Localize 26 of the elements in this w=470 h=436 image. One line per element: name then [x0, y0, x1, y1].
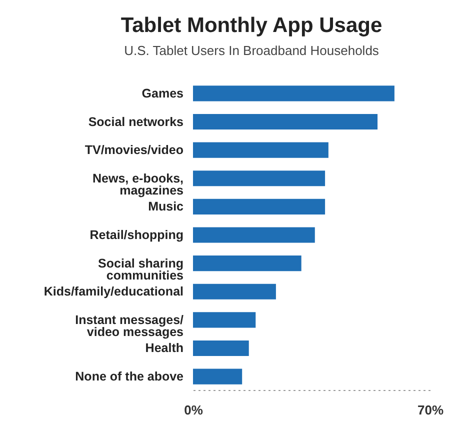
y-tick-label: TV/movies/video: [84, 143, 184, 158]
x-tick-label: 0%: [184, 402, 204, 418]
bar: [193, 170, 326, 186]
bar: [193, 312, 256, 328]
y-tick-label: Games: [142, 86, 184, 100]
y-tick-label: Instant messages/ video messages: [75, 312, 184, 339]
chart-title: Tablet Monthly App Usage: [120, 14, 382, 37]
bar: [193, 340, 249, 356]
y-tick-label: Social networks: [88, 114, 184, 129]
y-tick-label: Health: [145, 341, 184, 356]
bar: [193, 114, 378, 130]
y-tick-label: Kids/family/educational: [44, 284, 184, 299]
bar: [193, 284, 276, 300]
bar: [193, 368, 242, 384]
y-tick-label: Social sharing communities: [98, 256, 184, 282]
bar: [193, 142, 328, 158]
chart-subtitle: U.S. Tablet Users In Broadband Households: [124, 43, 380, 58]
bar: [193, 256, 302, 272]
y-tick-label: Music: [148, 200, 184, 214]
x-tick-label: 70%: [417, 402, 444, 418]
y-tick-label: Retail/shopping: [90, 228, 184, 242]
y-tick-label: None of the above: [75, 370, 184, 384]
bar: [193, 227, 315, 243]
bar: [193, 86, 394, 102]
y-tick-label: News, e-books, magazines: [92, 171, 184, 198]
bar: [193, 198, 326, 214]
